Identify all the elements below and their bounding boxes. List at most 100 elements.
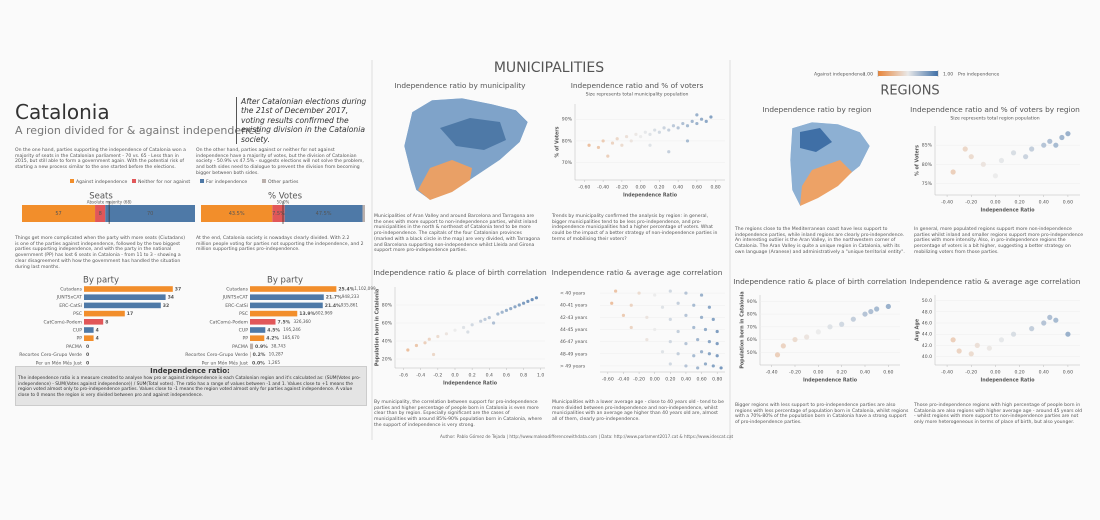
bar (84, 302, 161, 309)
point (667, 128, 671, 132)
point (685, 139, 690, 143)
point (707, 340, 711, 344)
point (530, 298, 534, 302)
value-label: 21.7% (326, 295, 342, 301)
legend-label: Against independence (76, 179, 127, 185)
point (1059, 134, 1065, 141)
category-label: 46-47 years (560, 339, 588, 345)
x-axis-title: Independence Ratio (443, 381, 498, 387)
count-label: 1,265 (268, 360, 280, 365)
count-label: 195,246 (283, 327, 301, 332)
bar-segment (22, 205, 96, 222)
point (1010, 150, 1017, 156)
legend-label: Other parties (268, 179, 299, 185)
x-tick-label: 0.20 (1014, 370, 1024, 376)
point (606, 154, 610, 158)
x-tick-label: 0.20 (665, 377, 675, 383)
value-label: 32 (163, 303, 169, 309)
bar (250, 327, 266, 333)
point (676, 126, 680, 130)
point (1047, 314, 1053, 320)
bar (250, 335, 265, 341)
point (483, 317, 487, 321)
y-tick-label: 90% (562, 117, 573, 123)
point (504, 308, 509, 312)
x-tick-label: 0.80 (712, 377, 722, 383)
point (648, 132, 652, 136)
x-tick-label: 0.8 (520, 373, 527, 379)
x-tick-label: 0.00 (813, 370, 823, 376)
y-tick-label: 80% (747, 312, 758, 318)
map-shape (418, 160, 472, 200)
category-label: 40-41 years (560, 303, 588, 309)
x-tick-label: -0.4 (416, 373, 425, 379)
x-tick-label: -0.40 (617, 377, 629, 383)
bar-segment (362, 205, 365, 222)
point (629, 325, 633, 330)
point (1053, 317, 1059, 323)
x-tick-label: -0.60 (602, 377, 614, 383)
bar (84, 294, 166, 300)
y-axis-title: % of Voters (915, 145, 921, 176)
footer: Author: Pablo Gómez de Tejada | http://w… (440, 434, 734, 439)
point (862, 311, 868, 317)
point (587, 143, 591, 147)
value-label: 7.5% (272, 211, 285, 217)
x-tick-label: 0.00 (990, 370, 1000, 376)
point (671, 124, 676, 128)
point (684, 342, 688, 346)
point (509, 307, 513, 311)
point (1065, 131, 1071, 137)
count-label: 38,743 (271, 343, 286, 348)
point (684, 313, 688, 317)
point (406, 348, 410, 352)
category-label: ERC-CatSí (59, 302, 82, 309)
chart-title: Independence ratio & place of birth corr… (733, 277, 907, 286)
chart-subtitle: Size represents total municipality popul… (586, 92, 689, 98)
y-tick-label: 46.0 (922, 321, 932, 327)
category-label: > 49 years (560, 363, 586, 369)
value-label: 37 (175, 287, 181, 293)
count-label: 1,102,099 (354, 286, 376, 291)
x-tick-label: 0.40 (681, 377, 691, 383)
x-tick-label: -0.40 (766, 370, 778, 376)
x-tick-label: 0.60 (1063, 200, 1073, 206)
category-label: PACMA (232, 344, 249, 350)
paragraph: Those pro-independence regions with high… (914, 403, 1083, 426)
point (709, 115, 713, 119)
point (703, 362, 708, 366)
value-label: 8 (105, 319, 108, 325)
y-tick-label: 85% (922, 143, 933, 149)
scale-label: Pro independence (958, 72, 1000, 78)
subtitle: A region divided for & against independe… (15, 124, 261, 137)
value-label: 4 (96, 336, 99, 342)
point (815, 329, 821, 335)
point (491, 321, 496, 325)
count-label: 935,861 (341, 302, 359, 307)
point (685, 124, 690, 128)
point (500, 310, 504, 314)
point (653, 128, 657, 132)
bar (84, 335, 94, 341)
point (792, 336, 798, 343)
point (699, 293, 704, 297)
bar-segment (272, 205, 285, 222)
x-tick-label: 0.40 (1039, 370, 1049, 376)
category-label: Recortes Cero-Grupo Verde (19, 352, 82, 358)
count-label: 185,670 (282, 335, 300, 340)
point (461, 325, 466, 330)
point (1029, 146, 1035, 152)
category-label: PACMA (66, 344, 83, 350)
point (992, 173, 999, 179)
chart-title: % Votes (268, 192, 303, 202)
legend-swatch (200, 179, 204, 183)
point (470, 323, 474, 327)
bar-segment (201, 205, 273, 222)
ratio-text: The independence ratio is a measure crea… (18, 376, 361, 398)
y-tick-label: 44.0 (922, 332, 932, 338)
x-tick-label: -0.20 (965, 200, 977, 206)
point (715, 329, 719, 334)
x-tick-label: 0.60 (696, 377, 706, 383)
paragraph: By municipality, the correlation between… (374, 400, 542, 428)
point (436, 334, 440, 339)
